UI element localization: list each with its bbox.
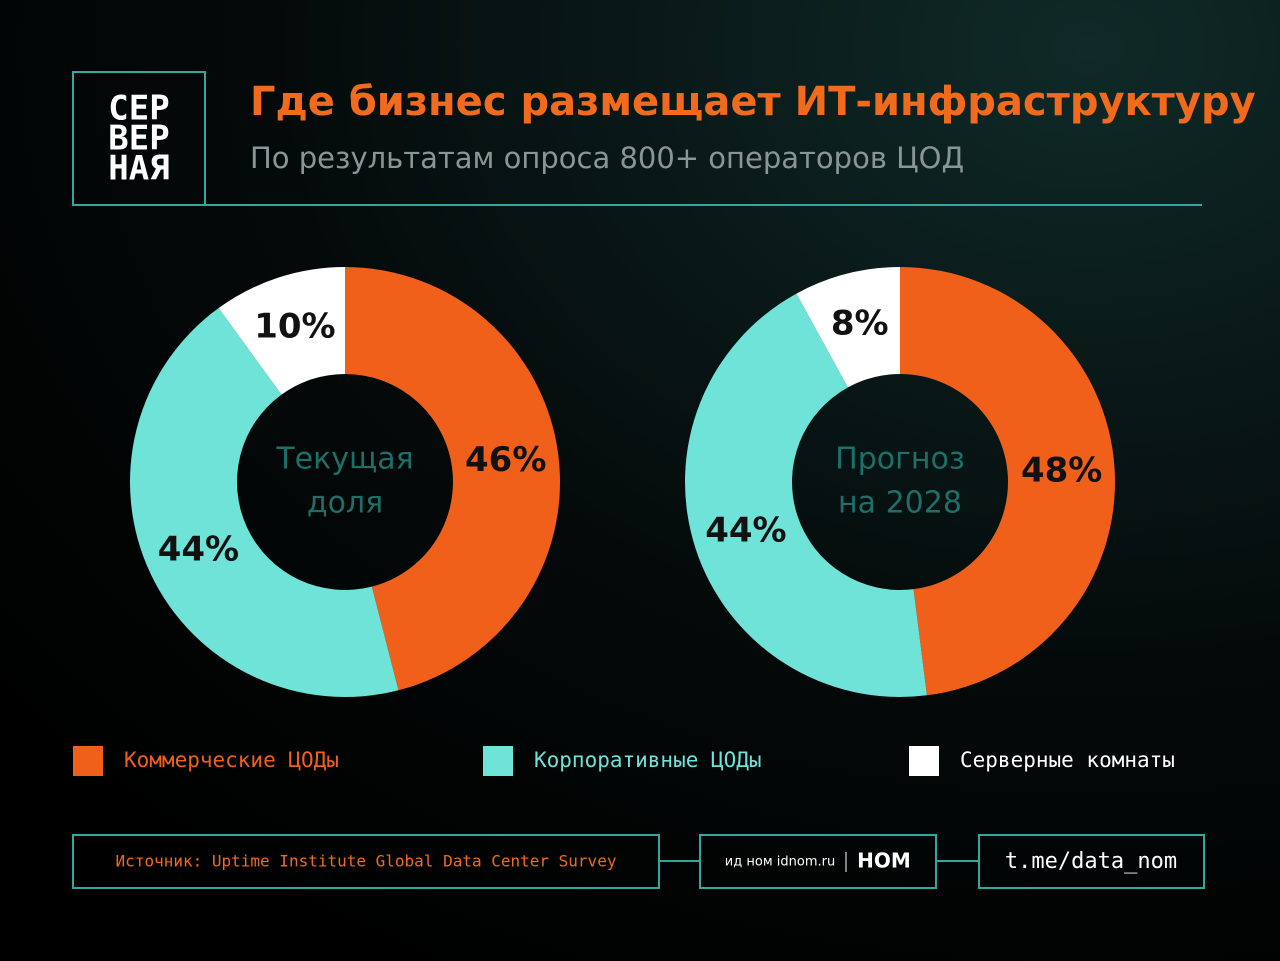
brand[interactable]: НОМ	[857, 849, 911, 873]
value-label: 48%	[1021, 450, 1102, 490]
logo: СЕР ВЕР НАЯ	[108, 89, 169, 189]
logo-line: СЕР	[108, 89, 169, 129]
slice	[684, 293, 927, 698]
title: Где бизнес размещает ИТ-инфраструктуру	[250, 79, 1256, 125]
legend: Коммерческие ЦОДы Корпоративные ЦОДы Серве…	[73, 746, 1175, 776]
charts: 46% 44% 10% Текущая доля 48% 44% 8% Прогноз на 20…	[130, 267, 1116, 698]
value-label: 46%	[465, 440, 546, 480]
legend-label: Корпоративные ЦОДы	[534, 748, 762, 772]
slice	[796, 267, 900, 388]
subtitle: По результатам опроса 800+ операторов ЦО…	[250, 141, 964, 175]
slice	[345, 267, 560, 691]
slice	[218, 267, 345, 395]
logo-line: НАЯ	[108, 149, 169, 189]
slice	[900, 267, 1116, 696]
value-label: 44%	[705, 511, 786, 551]
value-label: 10%	[254, 306, 335, 346]
link[interactable]: t.me/data_nom	[1005, 849, 1177, 874]
slice	[130, 308, 399, 697]
legend-label: Коммерческие ЦОДы	[124, 748, 339, 772]
value-label: 44%	[158, 529, 239, 569]
footer-frames	[72, 834, 1205, 889]
logo-line: ВЕР	[108, 119, 169, 159]
value-label: 8%	[831, 304, 889, 344]
publisher: ид ном idnom.ru	[725, 855, 835, 870]
center-label: на 2028	[838, 486, 962, 521]
legend-swatch	[909, 746, 939, 776]
center-label: Прогноз	[835, 442, 965, 477]
legend-swatch	[483, 746, 513, 776]
center-label: Текущая	[275, 442, 413, 477]
center-label: доля	[307, 486, 383, 521]
source: Источник: Uptime Institute Global Data C…	[116, 852, 617, 871]
legend-label: Серверные комнаты	[960, 748, 1175, 772]
legend-swatch	[73, 746, 103, 776]
